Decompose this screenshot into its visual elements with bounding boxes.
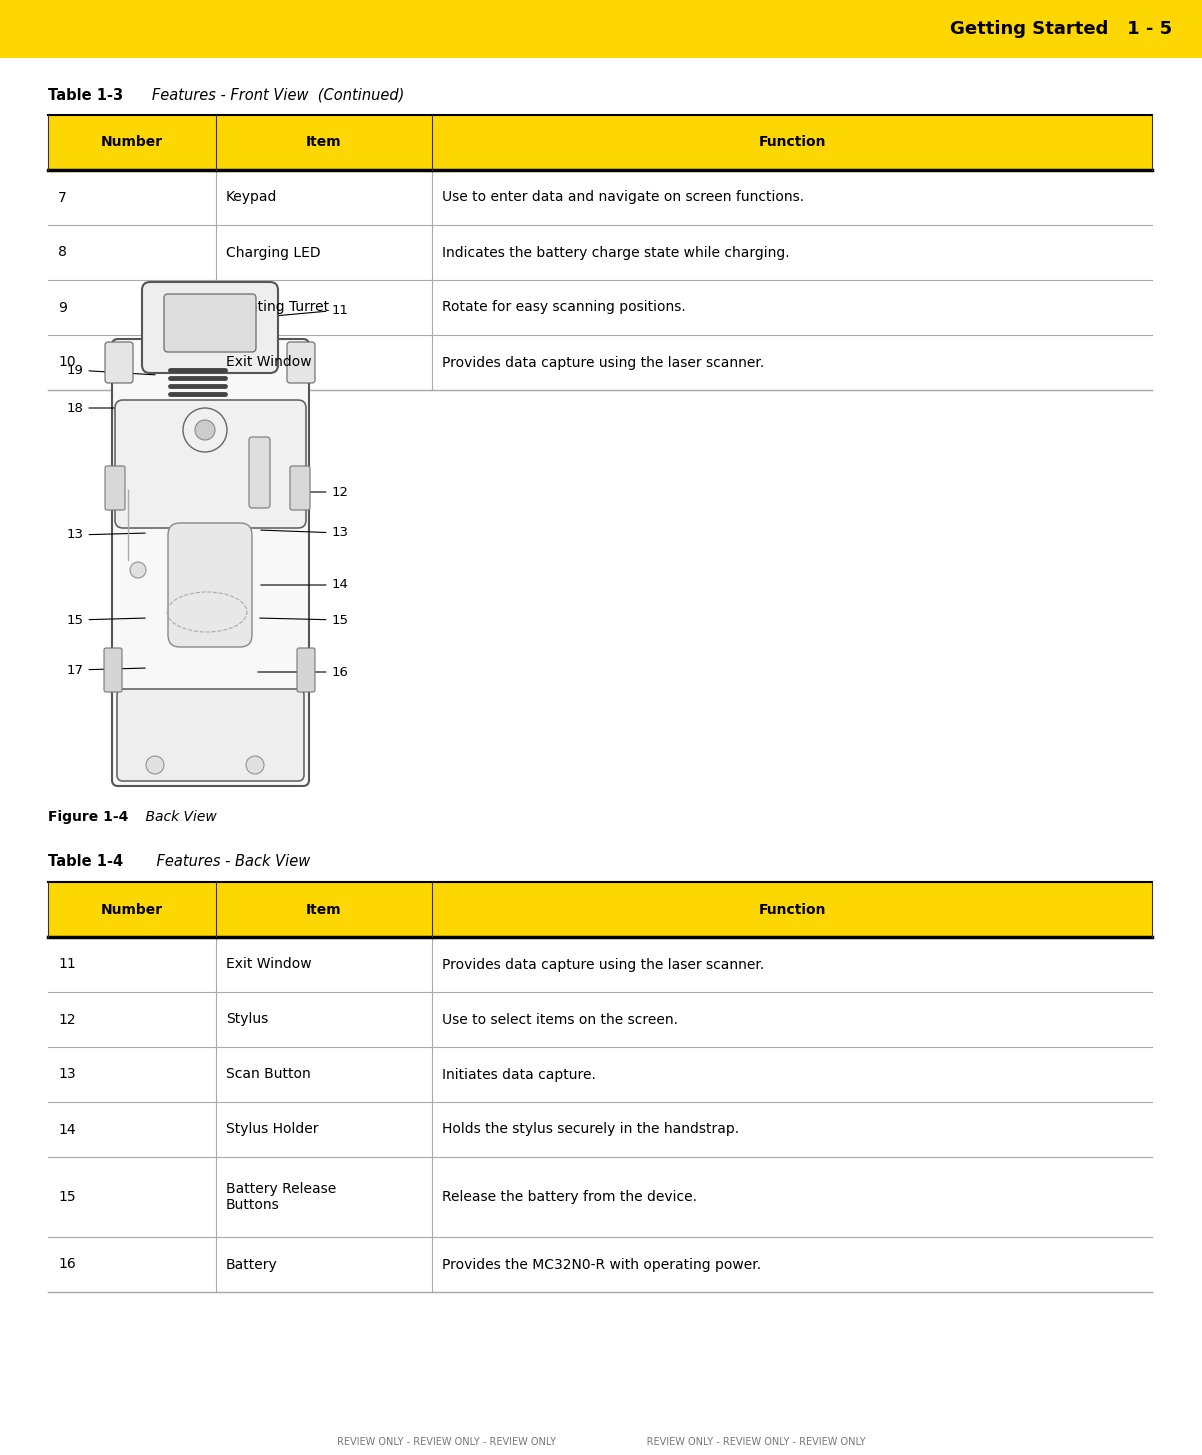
Text: Use to enter data and navigate on screen functions.: Use to enter data and navigate on screen… [442,191,804,205]
Text: 17: 17 [66,663,145,677]
Text: Rotate for easy scanning positions.: Rotate for easy scanning positions. [442,301,686,314]
Text: Features - Back View: Features - Back View [138,854,310,869]
Text: Table 1-3: Table 1-3 [48,87,123,103]
Circle shape [145,757,163,774]
FancyBboxPatch shape [287,342,315,383]
Bar [48,937,1152,992]
Text: Item: Item [307,135,341,150]
Text: 16: 16 [58,1257,76,1272]
Text: Function: Function [758,135,826,150]
FancyBboxPatch shape [249,436,270,508]
Bar [48,1101,1152,1157]
Text: 14: 14 [58,1122,76,1136]
Bar [48,882,1152,937]
Text: Exit Window: Exit Window [226,355,311,370]
Text: 7: 7 [58,191,67,205]
Text: Item: Item [307,902,341,917]
Text: Figure 1-4: Figure 1-4 [48,810,129,824]
Text: Provides the MC32N0-R with operating power.: Provides the MC32N0-R with operating pow… [442,1257,761,1272]
Text: Provides data capture using the laser scanner.: Provides data capture using the laser sc… [442,355,764,370]
Text: Features - Front View  (Continued): Features - Front View (Continued) [138,87,404,103]
Text: Charging LED: Charging LED [226,246,321,259]
FancyBboxPatch shape [297,647,315,693]
FancyBboxPatch shape [105,342,133,383]
Bar [0,0,1202,58]
Text: Number: Number [101,135,163,150]
Bar [48,1237,1152,1292]
Text: REVIEW ONLY - REVIEW ONLY - REVIEW ONLY                             REVIEW ONLY : REVIEW ONLY - REVIEW ONLY - REVIEW ONLY … [337,1438,865,1448]
Text: 13: 13 [66,528,145,541]
Text: Indicates the battery charge state while charging.: Indicates the battery charge state while… [442,246,790,259]
Text: 9: 9 [58,301,67,314]
Text: 15: 15 [58,1190,76,1203]
Text: Function: Function [758,902,826,917]
Text: 12: 12 [58,1013,76,1026]
Text: Getting Started   1 - 5: Getting Started 1 - 5 [950,20,1172,38]
Bar [48,115,1152,170]
FancyBboxPatch shape [163,294,256,352]
Circle shape [130,562,145,578]
Bar [48,170,1152,226]
Text: Exit Window: Exit Window [226,957,311,972]
Text: Keypad: Keypad [226,191,278,205]
Text: 11: 11 [58,957,76,972]
Text: Back View: Back View [127,810,216,824]
Text: Stylus: Stylus [226,1013,268,1026]
Text: 14: 14 [261,579,349,592]
FancyBboxPatch shape [290,466,310,511]
FancyBboxPatch shape [142,282,278,372]
Text: 19: 19 [66,364,155,377]
Text: 15: 15 [66,614,145,627]
FancyBboxPatch shape [115,400,307,528]
Text: 8: 8 [58,246,67,259]
Text: Release the battery from the device.: Release the battery from the device. [442,1190,697,1203]
Text: 11: 11 [255,304,349,317]
Text: Table 1-4: Table 1-4 [48,854,123,869]
Text: 16: 16 [257,665,349,678]
FancyBboxPatch shape [117,690,304,781]
FancyBboxPatch shape [112,339,309,786]
Circle shape [246,757,264,774]
Circle shape [195,420,215,439]
Text: 15: 15 [260,614,349,627]
Text: Scan Button: Scan Button [226,1068,311,1081]
Text: Provides data capture using the laser scanner.: Provides data capture using the laser sc… [442,957,764,972]
FancyBboxPatch shape [105,647,121,693]
Text: Stylus Holder: Stylus Holder [226,1122,319,1136]
FancyBboxPatch shape [105,466,125,511]
Bar [48,1157,1152,1237]
Bar [48,1048,1152,1101]
Text: 10: 10 [58,355,76,370]
Text: Rotating Turret: Rotating Turret [226,301,329,314]
Text: 12: 12 [257,486,349,499]
Text: Holds the stylus securely in the handstrap.: Holds the stylus securely in the handstr… [442,1122,739,1136]
FancyBboxPatch shape [168,522,252,647]
Bar [48,992,1152,1048]
Bar [48,226,1152,279]
Text: Number: Number [101,902,163,917]
Text: Battery Release
Buttons: Battery Release Buttons [226,1181,337,1212]
Text: Initiates data capture.: Initiates data capture. [442,1068,596,1081]
Text: Use to select items on the screen.: Use to select items on the screen. [442,1013,678,1026]
Bar [48,279,1152,335]
Text: 13: 13 [58,1068,76,1081]
Text: 18: 18 [66,402,153,415]
Text: 13: 13 [261,527,349,540]
Text: Battery: Battery [226,1257,278,1272]
Bar [48,335,1152,390]
